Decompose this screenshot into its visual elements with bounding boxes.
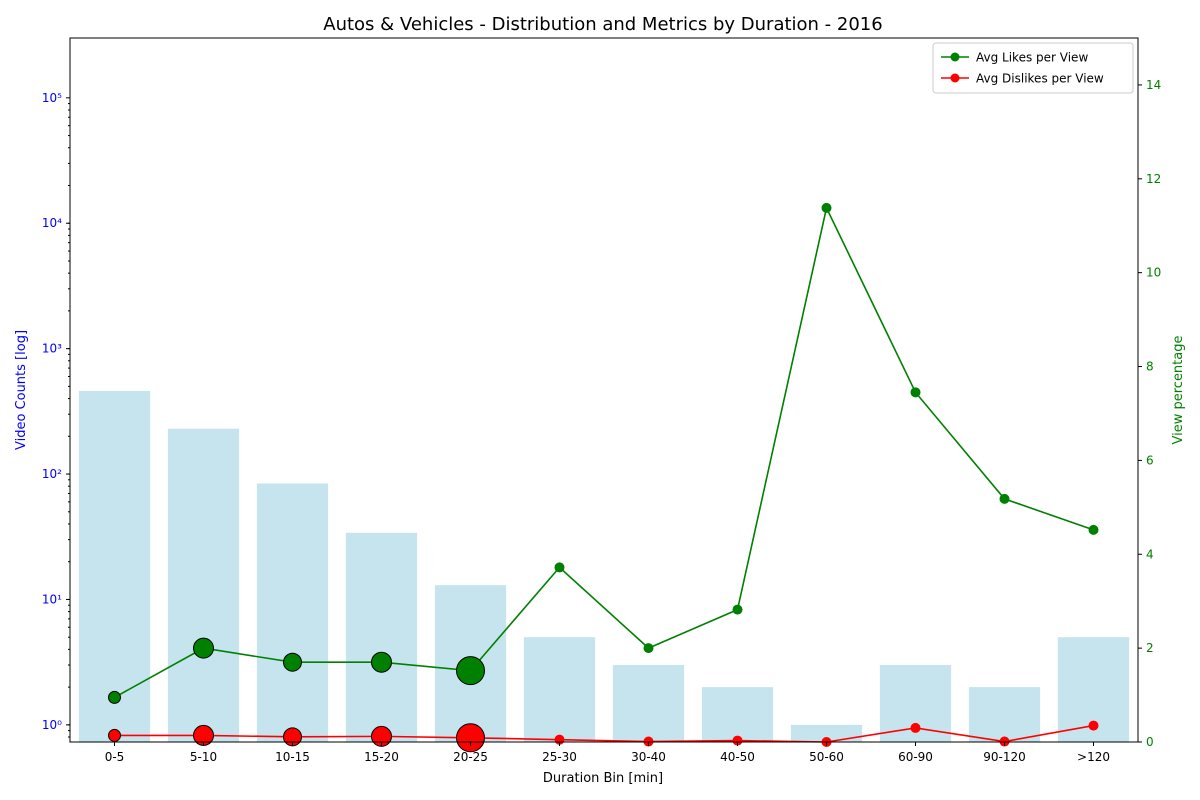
bar-50-60 <box>790 724 863 742</box>
x-tick-label-4: 20-25 <box>453 750 488 764</box>
x-tick-label-0: 0-5 <box>105 750 125 764</box>
y-left-tick-label-3: 10³ <box>42 342 62 356</box>
y-left-tick-label-1: 10¹ <box>42 592 62 606</box>
series-point-likes-9 <box>910 387 921 398</box>
x-tick-label-2: 10-15 <box>275 750 310 764</box>
series-point-likes-1 <box>193 637 214 659</box>
legend-box <box>932 42 1134 94</box>
bar-30-40 <box>612 665 685 742</box>
x-tick-label-11: >120 <box>1077 750 1110 764</box>
bar-25-30 <box>523 637 596 742</box>
series-point-likes-8 <box>821 202 832 213</box>
y-right-tick-label-6: 12 <box>1146 172 1161 186</box>
series-line-dislikes <box>114 724 1094 743</box>
series-point-likes-11 <box>1088 524 1099 535</box>
bars-layer <box>78 390 1130 742</box>
bar-10-15 <box>256 483 329 742</box>
series-line-likes <box>114 205 1094 699</box>
bar-15-20 <box>345 532 418 742</box>
y-right-axis-label: View percentage <box>1171 336 1186 445</box>
x-axis-label: Duration Bin [min] <box>543 771 663 786</box>
series-point-dislikes-4 <box>456 723 485 753</box>
series-point-likes-5 <box>554 562 565 573</box>
series-point-dislikes-11 <box>1088 720 1099 731</box>
x-tick-label-5: 25-30 <box>542 750 577 764</box>
y-right-tick-label-2: 4 <box>1146 547 1154 561</box>
series-point-likes-6 <box>643 643 654 654</box>
legend-dislikes-label: Avg Dislikes per View <box>976 72 1104 86</box>
x-tick-label-10: 90-120 <box>983 750 1026 764</box>
x-tick-label-7: 40-50 <box>720 750 755 764</box>
x-tick-label-1: 5-10 <box>190 750 217 764</box>
series-point-dislikes-0 <box>108 728 121 742</box>
x-tick-label-3: 15-20 <box>364 750 399 764</box>
legend-likes-marker <box>950 52 960 62</box>
series-point-likes-0 <box>108 690 121 704</box>
y-right-tick-label-0: 0 <box>1146 735 1154 749</box>
y-left-tick-label-4: 10⁴ <box>42 216 62 230</box>
chart-title: Autos & Vehicles - Distribution and Metr… <box>323 14 882 35</box>
bar-90-120 <box>968 687 1041 742</box>
series-point-likes-7 <box>732 604 743 615</box>
series-point-likes-3 <box>371 651 392 673</box>
plot-frame <box>69 37 1139 743</box>
x-tick-label-6: 30-40 <box>631 750 666 764</box>
y-right-tick-label-3: 6 <box>1146 453 1154 467</box>
lines-layer <box>108 202 1099 753</box>
series-point-dislikes-9 <box>910 722 921 733</box>
series-point-likes-2 <box>283 652 302 672</box>
y-right-tick-label-4: 8 <box>1146 360 1154 374</box>
y-right-tick-label-1: 2 <box>1146 641 1154 655</box>
y-left-tick-label-2: 10² <box>42 467 62 481</box>
series-point-likes-10 <box>999 493 1010 504</box>
series-point-dislikes-3 <box>371 725 392 747</box>
bar-0-5 <box>78 390 151 742</box>
bar-40-50 <box>701 687 774 742</box>
y-right-tick-label-7: 14 <box>1146 78 1161 92</box>
axes-layer: 0-5 5-10 10-15 15-20 20-25 25-30 30-40 40-50 50-… <box>42 37 1161 764</box>
x-tick-label-8: 50-60 <box>809 750 844 764</box>
y-right-tick-label-5: 10 <box>1146 266 1161 280</box>
legend-dislikes-marker <box>950 73 960 83</box>
y-left-tick-label-0: 10⁰ <box>42 718 62 732</box>
bar-5-10 <box>167 428 240 742</box>
series-point-dislikes-7 <box>732 735 743 746</box>
y-left-axis-label: Video Counts [log] <box>14 330 29 450</box>
legend-likes-label: Avg Likes per View <box>976 51 1088 65</box>
series-point-likes-4 <box>456 656 485 686</box>
legend: Avg Likes per View Avg Dislikes per View <box>932 42 1134 94</box>
x-tick-label-9: 60-90 <box>898 750 933 764</box>
y-left-tick-label-5: 10⁵ <box>42 91 62 105</box>
